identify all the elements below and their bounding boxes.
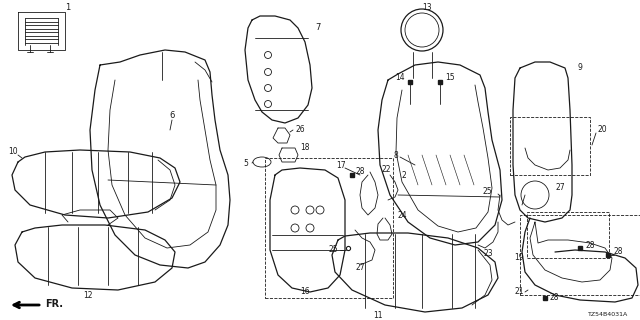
Bar [520,215,640,295]
Text: 8: 8 [393,150,398,159]
Text: 17: 17 [336,161,346,170]
Text: TZ54B4031A: TZ54B4031A [588,313,628,317]
Text: 9: 9 [578,63,583,73]
Text: 18: 18 [300,143,310,153]
Text: 28: 28 [585,241,595,250]
Text: 10: 10 [8,148,18,156]
Text: 21: 21 [515,287,524,297]
Text: 26: 26 [295,125,305,134]
Bar [510,117,590,175]
Text: 5: 5 [243,158,248,167]
Text: 27: 27 [555,183,564,193]
Text: 28: 28 [356,167,365,177]
Text: 11: 11 [373,310,383,319]
Text: 22: 22 [382,165,392,174]
Text: 20: 20 [598,125,607,134]
Bar [527,212,609,258]
Text: 6: 6 [170,110,175,119]
Text: FR.: FR. [45,299,63,309]
Text: 27: 27 [355,263,365,273]
Bar [265,158,393,298]
Text: 19: 19 [515,253,524,262]
Text: 14: 14 [396,74,405,83]
Text: 24: 24 [397,211,406,220]
Text: 25: 25 [483,188,492,196]
Text: 25: 25 [328,245,338,254]
Text: 28: 28 [550,293,559,302]
Text: 13: 13 [422,4,432,12]
Text: 12: 12 [83,291,93,300]
Text: 1: 1 [65,4,70,12]
Text: 7: 7 [315,23,321,33]
Text: 16: 16 [300,287,310,297]
Text: 15: 15 [445,74,454,83]
Text: 23: 23 [483,249,493,258]
Text: 28: 28 [614,247,623,257]
Text: 2: 2 [402,171,407,180]
